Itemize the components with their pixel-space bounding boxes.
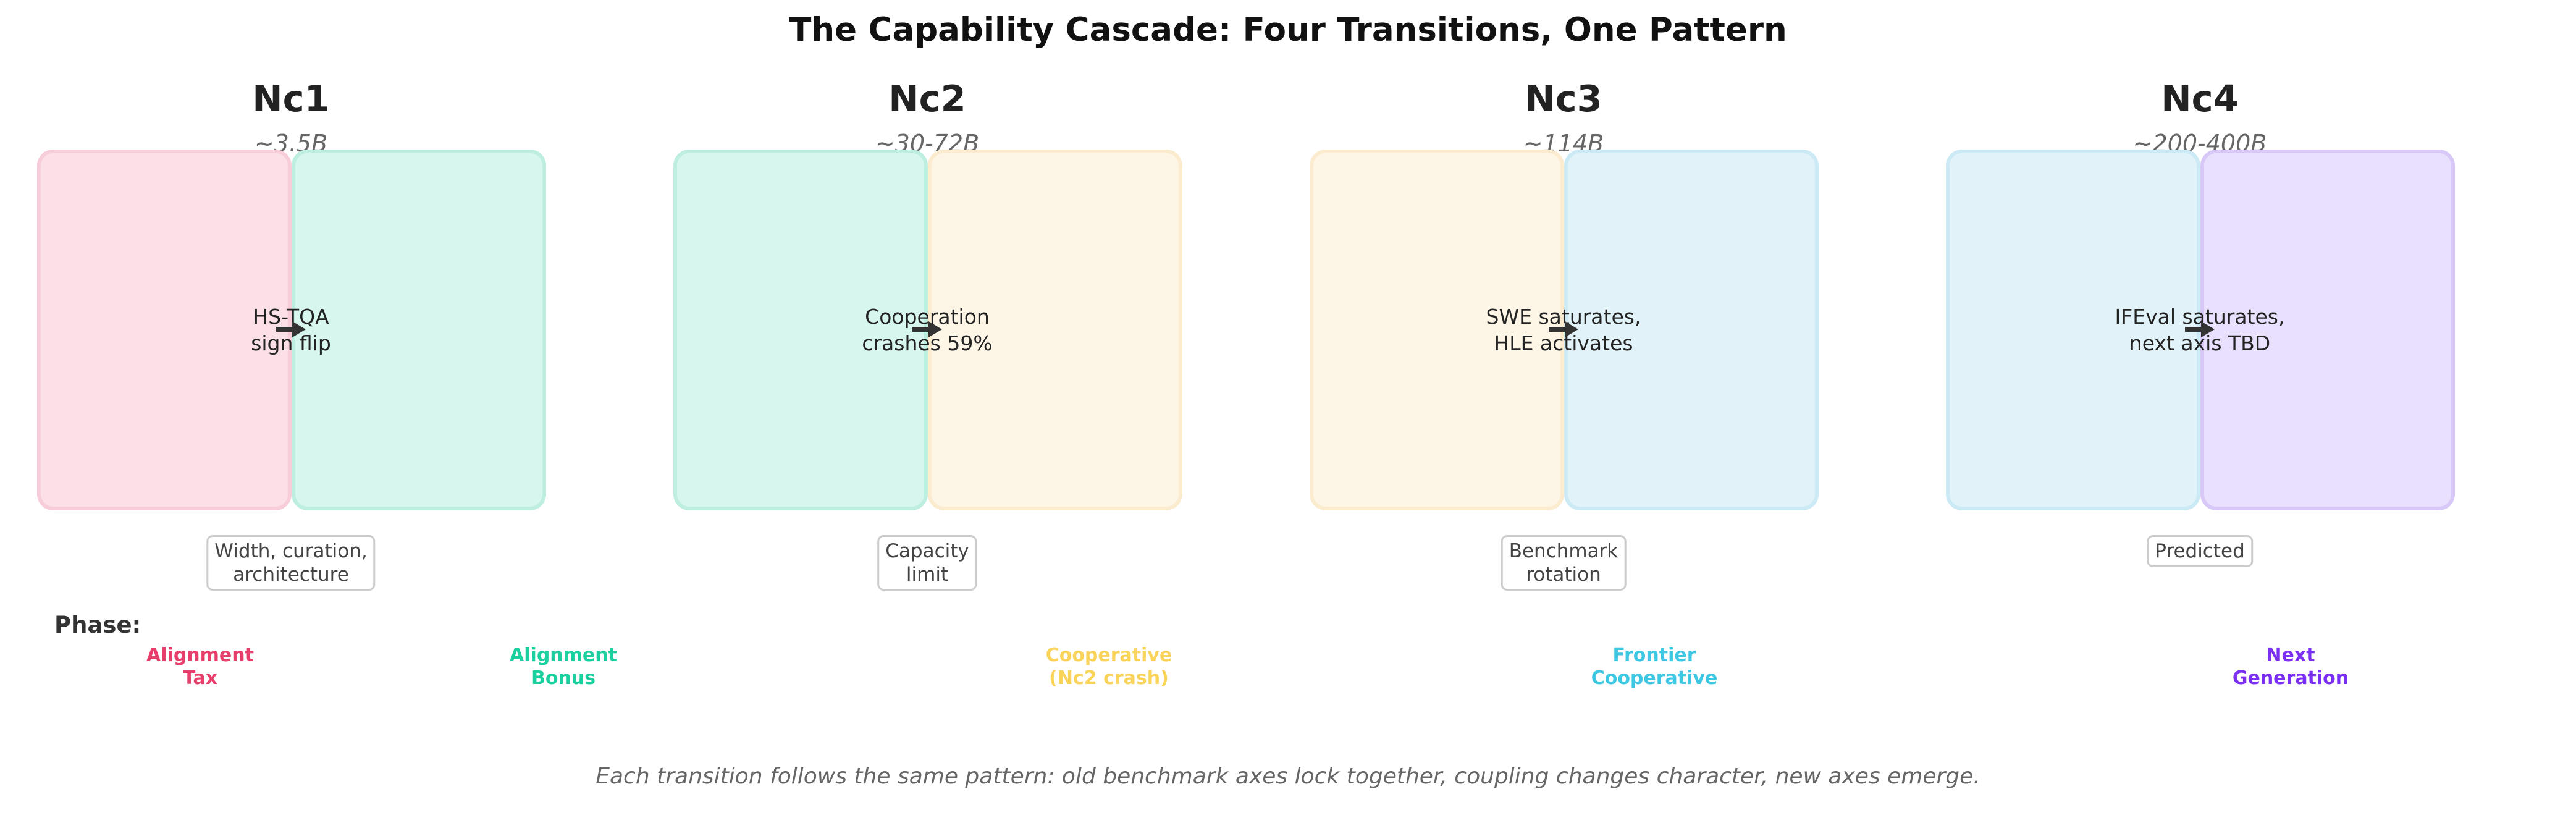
transition-2-note-line2: limit bbox=[906, 564, 949, 586]
transition-3-description: SWE saturates, HLE activates bbox=[1409, 303, 1718, 357]
transition-1-note-line1: Width, curation, bbox=[214, 540, 368, 562]
phase-3-line2: (Nc2 crash) bbox=[1049, 667, 1169, 689]
transition-1-after-box bbox=[292, 150, 546, 510]
transition-3-note-line2: rotation bbox=[1526, 564, 1601, 586]
transition-4-arrow-icon bbox=[2185, 321, 2215, 337]
transition-4-note-line1: Predicted bbox=[2155, 540, 2245, 562]
phase-4-line1: Frontier bbox=[1612, 644, 1696, 666]
transition-3-description-line2: HLE activates bbox=[1494, 331, 1633, 355]
transition-3-before-box bbox=[1310, 150, 1564, 510]
transition-1-description-line2: sign flip bbox=[251, 331, 331, 355]
transition-1-arrow-icon bbox=[276, 321, 306, 337]
transition-1-before-box bbox=[37, 150, 292, 510]
transition-2-before-box bbox=[673, 150, 928, 510]
transition-3-label: Nc3 bbox=[1525, 77, 1602, 120]
phase-heading: Phase: bbox=[54, 612, 141, 638]
transition-1-description-line1: HS-TQA bbox=[253, 305, 329, 329]
phase-1-line1: Alignment bbox=[146, 644, 254, 666]
transition-2-label: Nc2 bbox=[888, 77, 966, 120]
transition-3-note-line1: Benchmark bbox=[1509, 540, 1618, 562]
transition-4-description-line2: next axis TBD bbox=[2129, 331, 2271, 355]
phase-alignment-tax: Alignment Tax bbox=[77, 644, 324, 690]
transition-1-label: Nc1 bbox=[252, 77, 330, 120]
phase-1-line2: Tax bbox=[182, 667, 218, 689]
transition-4-after-box bbox=[2200, 150, 2455, 510]
transition-4-description-line1: IFEval saturates, bbox=[2115, 305, 2285, 329]
phase-alignment-bonus: Alignment Bonus bbox=[440, 644, 687, 690]
transition-2-note: Capacity limit bbox=[877, 535, 977, 591]
transition-3-note: Benchmark rotation bbox=[1501, 535, 1627, 591]
phase-frontier-cooperative: Frontier Cooperative bbox=[1531, 644, 1778, 690]
transition-2-arrow-icon bbox=[912, 321, 942, 337]
phase-cooperative: Cooperative (Nc2 crash) bbox=[985, 644, 1232, 690]
transition-2-description-line2: crashes 59% bbox=[862, 331, 993, 355]
phase-5-line1: Next bbox=[2266, 644, 2315, 666]
transition-2-description: Cooperation crashes 59% bbox=[773, 303, 1082, 357]
transition-2-after-box bbox=[928, 150, 1182, 510]
phase-3-line1: Cooperative bbox=[1045, 644, 1172, 666]
phase-2-line2: Bonus bbox=[531, 667, 596, 689]
transition-1-note: Width, curation, architecture bbox=[206, 535, 376, 591]
transition-1-note-line2: architecture bbox=[233, 564, 349, 586]
transition-1-description: HS-TQA sign flip bbox=[137, 303, 445, 357]
transition-4-note: Predicted bbox=[2147, 535, 2253, 567]
phase-4-line2: Cooperative bbox=[1591, 667, 1718, 689]
transition-3-arrow-icon bbox=[1549, 321, 1578, 337]
phase-next-generation: Next Generation bbox=[2167, 644, 2414, 690]
transition-4-before-box bbox=[1946, 150, 2200, 510]
footer-caption: Each transition follows the same pattern… bbox=[596, 764, 1980, 789]
transition-4-description: IFEval saturates, next axis TBD bbox=[2045, 303, 2354, 357]
transition-4-label: Nc4 bbox=[2161, 77, 2239, 120]
diagram-title: The Capability Cascade: Four Transitions… bbox=[789, 11, 1787, 49]
phase-5-line2: Generation bbox=[2232, 667, 2349, 689]
phase-2-line1: Alignment bbox=[510, 644, 617, 666]
transition-3-description-line1: SWE saturates, bbox=[1486, 305, 1641, 329]
transition-2-note-line1: Capacity bbox=[885, 540, 969, 562]
transition-2-description-line1: Cooperation bbox=[865, 305, 990, 329]
